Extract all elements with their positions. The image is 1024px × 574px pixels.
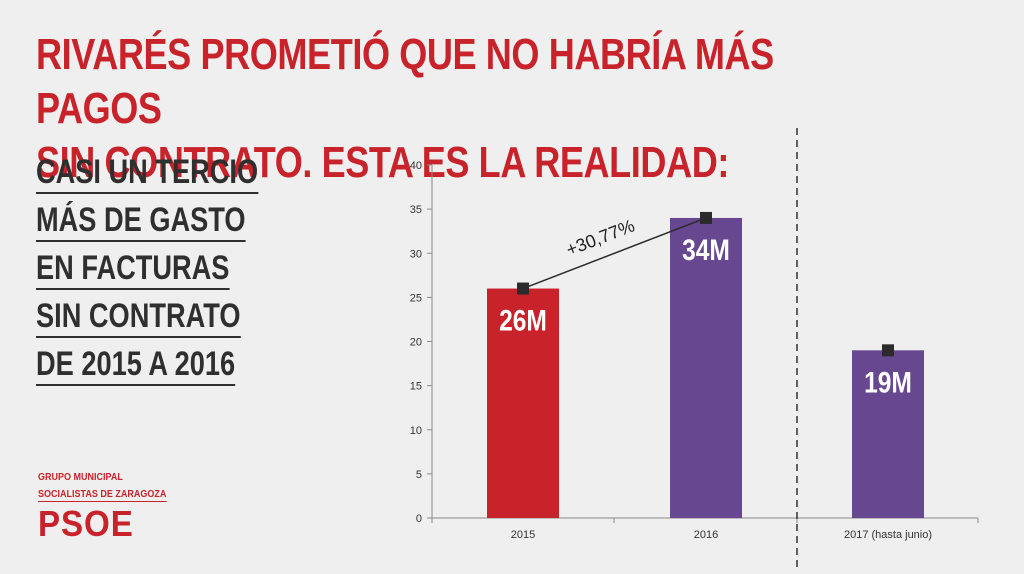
x-tick-label: 2016 — [694, 529, 718, 541]
y-tick-label: 30 — [410, 248, 422, 260]
y-tick-label: 25 — [410, 292, 422, 304]
logo-line-2: SOCIALISTAS DE ZARAGOZA — [38, 489, 167, 502]
y-tick-label: 5 — [416, 469, 422, 481]
bar — [670, 217, 742, 518]
value-marker — [517, 282, 529, 295]
growth-annotation: +30,77% — [563, 215, 637, 259]
bar-data-label: 34M — [682, 233, 730, 267]
value-marker — [882, 344, 894, 357]
subheading-line: EN FACTURAS — [36, 248, 230, 290]
x-tick-label: 2017 (hasta junio) — [844, 529, 932, 541]
subheading-line: MÁS DE GASTO — [36, 200, 246, 242]
y-tick-label: 35 — [410, 204, 422, 216]
logo-line-1: GRUPO MUNICIPAL — [38, 472, 123, 483]
bar-data-label: 26M — [499, 303, 547, 337]
headline-line-2: SIN CONTRATO. ESTA ES LA REALIDAD: — [36, 138, 729, 187]
headline: RIVARÉS PROMETIÓ QUE NO HABRÍA MÁS PAGOS… — [36, 28, 823, 190]
growth-connector-line — [522, 217, 707, 290]
y-tick-label: 20 — [410, 337, 422, 349]
x-tick-label: 2015 — [511, 529, 535, 541]
y-tick-label: 40 — [410, 160, 422, 172]
y-tick-label: 15 — [410, 381, 422, 393]
value-marker — [700, 211, 712, 224]
bar — [487, 288, 559, 518]
psoe-logo: GRUPO MUNICIPAL SOCIALISTAS DE ZARAGOZA … — [38, 472, 181, 544]
headline-line-1: RIVARÉS PROMETIÓ QUE NO HABRÍA MÁS PAGOS — [36, 30, 774, 133]
subheading: CASI UN TERCIO MÁS DE GASTO EN FACTURAS … — [36, 152, 336, 392]
subheading-line: CASI UN TERCIO — [36, 152, 259, 194]
y-tick-label: 10 — [410, 425, 422, 437]
subheading-line: SIN CONTRATO — [36, 296, 241, 338]
y-tick-label: 0 — [416, 513, 422, 525]
bar — [852, 350, 924, 518]
subheading-line: DE 2015 A 2016 — [36, 344, 236, 386]
logo-brand: PSOE — [38, 503, 134, 544]
bar-data-label: 19M — [864, 365, 912, 399]
